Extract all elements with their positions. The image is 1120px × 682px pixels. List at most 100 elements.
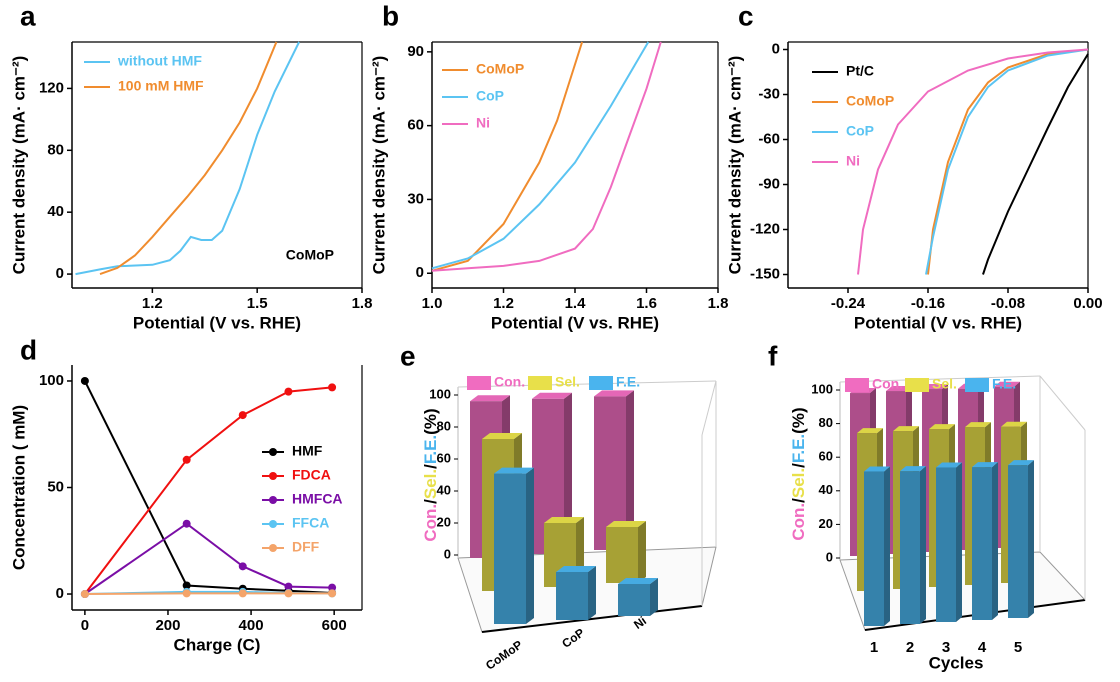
legend-swatch [845, 378, 869, 392]
y-tick-label: 0 [444, 546, 451, 561]
x-tick-label: CoMoP [483, 638, 525, 673]
legend-swatch [965, 378, 989, 392]
legend-marker [269, 544, 277, 552]
x-tick-label: 400 [239, 617, 264, 634]
series-line [925, 48, 1089, 275]
bar-top [929, 424, 955, 430]
x-tick-label: 3 [942, 639, 950, 656]
x-tick-label: -0.24 [831, 295, 866, 312]
marker [238, 589, 247, 598]
bar-side [956, 462, 962, 622]
y-axis-label: Con./Sel./F.E.(%) [421, 408, 440, 541]
bar-top [994, 381, 1020, 387]
bar-side [884, 466, 890, 626]
y-tick-label: 40 [47, 203, 64, 220]
legend-marker [269, 496, 277, 504]
y-axis-label: Current density (mA· cm⁻²) [725, 56, 744, 275]
legend-swatch [528, 376, 552, 390]
legend-label: CoP [476, 88, 504, 104]
legend-label: CoMoP [846, 93, 894, 109]
panel-letter: f [768, 340, 778, 371]
bar-side [992, 462, 998, 620]
y-tick-label: 40 [437, 482, 451, 497]
x-tick-label: 1 [870, 639, 878, 656]
series-line [84, 592, 333, 595]
legend-label: FDCA [292, 467, 331, 483]
marker [284, 589, 293, 598]
bar-side [638, 521, 646, 583]
bar-side [650, 578, 658, 616]
y-tick-label: 80 [819, 415, 833, 430]
bar-side [1028, 460, 1034, 618]
x-tick-label: 1.4 [565, 295, 587, 312]
bar-top [1001, 421, 1027, 427]
bar-top [1008, 460, 1034, 466]
bar [494, 473, 526, 624]
y-tick-label: 100 [39, 372, 64, 389]
legend-label: Ni [476, 115, 490, 131]
y-tick-label: -90 [758, 175, 780, 192]
x-tick-label: CoP [559, 626, 587, 651]
panel-letter: c [738, 0, 754, 31]
bar-side [626, 390, 634, 550]
bar-side [526, 467, 534, 624]
legend-label: CoMoP [476, 61, 524, 77]
bar-top [532, 392, 572, 399]
legend-label: Sel. [932, 376, 957, 392]
marker [182, 589, 191, 598]
floor-edge [481, 605, 703, 633]
bar-top [594, 390, 634, 397]
marker [284, 582, 293, 591]
bar-side [920, 466, 926, 624]
x-tick-label: 1.2 [142, 295, 163, 312]
y-axis-label-part: (%) [789, 407, 808, 433]
y-axis-label-part: F.E. [789, 434, 808, 463]
x-axis-label: Potential (V vs. RHE) [133, 313, 301, 332]
x-tick-label: 1.8 [708, 295, 729, 312]
y-tick-label: 80 [437, 418, 451, 433]
y-axis-label-part: / [789, 498, 808, 503]
series-line [84, 522, 333, 595]
legend-label: Ni [846, 153, 860, 169]
bar [1008, 465, 1028, 618]
y-tick-label: 30 [407, 190, 424, 207]
x-tick-label: 1.8 [352, 295, 373, 312]
marker [182, 519, 191, 528]
bar [618, 584, 650, 616]
bar-top [606, 521, 646, 527]
legend-label: without HMF [117, 53, 202, 69]
x-tick-label: 200 [155, 617, 180, 634]
series-line [431, 41, 650, 270]
y-tick-label: 0 [772, 40, 780, 57]
series-line [99, 41, 278, 276]
x-tick-label: 1.0 [422, 295, 443, 312]
y-tick-label: 90 [407, 43, 424, 60]
x-tick-label: -0.16 [911, 295, 945, 312]
legend-label: HMFCA [292, 491, 343, 507]
legend-label: 100 mM HMF [118, 78, 204, 94]
x-axis-label: Cycles [929, 653, 984, 672]
series-line [927, 48, 1089, 275]
legend-label: Sel. [555, 374, 580, 390]
bar [864, 471, 884, 626]
frame-line [457, 380, 717, 388]
y-tick-label: 20 [437, 514, 451, 529]
annotation: CoMoP [286, 247, 334, 263]
legend-marker [269, 448, 277, 456]
legend-label: CoP [846, 123, 874, 139]
legend-swatch [589, 376, 613, 390]
bar-top [482, 433, 522, 439]
x-tick-label: 600 [322, 617, 347, 634]
bar-top [864, 466, 890, 472]
x-axis-label: Potential (V vs. RHE) [854, 313, 1022, 332]
bar-top [965, 422, 991, 428]
marker [328, 583, 337, 592]
panel-letter: d [20, 334, 37, 365]
legend-swatch [467, 376, 491, 390]
x-tick-label: -0.08 [991, 295, 1025, 312]
bar-top [494, 467, 534, 474]
y-tick-label: 0 [56, 585, 64, 602]
legend-marker [269, 472, 277, 480]
legend-label: Con. [872, 376, 903, 392]
